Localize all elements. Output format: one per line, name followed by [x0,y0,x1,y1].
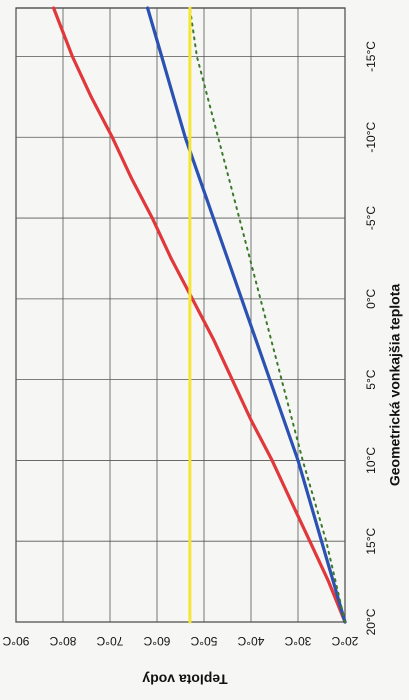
tick-label-outside-10: 10°C [364,447,378,474]
tick-label-water-70: 70°C [96,634,123,648]
tick-label-outside-0: 0°C [364,288,378,308]
tick-label-outside-20: 20°C [364,608,378,635]
x-axis-label: Geometrická vonkajšia teplota [387,284,403,487]
tick-label-outside-5: 5°C [364,369,378,389]
y-axis-label: Teplota vody [142,671,228,687]
tick-label-water-40: 40°C [237,634,264,648]
tick-label-water-80: 80°C [49,634,76,648]
series-line-2 [146,6,347,624]
tick-label-water-50: 50°C [190,634,217,648]
tick-label-outside--10: -10°C [364,122,378,153]
series-line-1 [52,6,347,624]
tick-label-water-60: 60°C [143,634,170,648]
tick-label-outside-15: 15°C [364,527,378,554]
tick-label-water-30: 30°C [284,634,311,648]
tick-label-water-20: 20°C [331,634,358,648]
tick-label-outside--15: -15°C [364,41,378,72]
series-line-3 [188,7,346,623]
tick-label-water-90: 90°C [2,634,29,648]
tick-label-outside--5: -5°C [364,206,378,230]
plot-frame [15,7,346,623]
